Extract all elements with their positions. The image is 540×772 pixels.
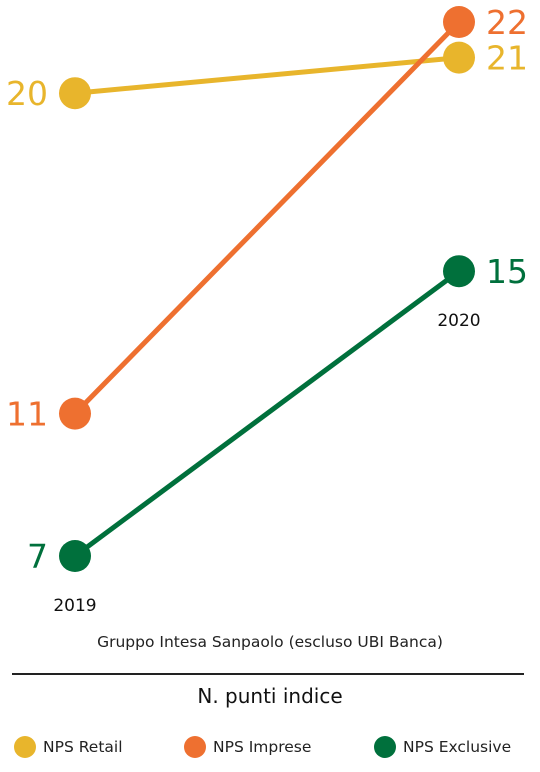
value-label-nps-exclusive-2020: 15 bbox=[486, 252, 528, 291]
value-label-nps-exclusive-2019: 7 bbox=[27, 537, 48, 576]
point-nps-exclusive-2020 bbox=[443, 255, 475, 288]
unit-label: N. punti indice bbox=[197, 684, 343, 708]
series-lines bbox=[72, 19, 462, 559]
legend-item-retail: NPS Retail bbox=[14, 736, 123, 758]
legend-label-exclusive: NPS Exclusive bbox=[403, 738, 512, 756]
legend-label-retail: NPS Retail bbox=[43, 738, 123, 756]
legend-swatch-exclusive bbox=[374, 736, 396, 758]
value-labels: 20 21 11 22 7 15 bbox=[6, 3, 528, 576]
value-label-nps-retail-2020: 21 bbox=[486, 39, 528, 78]
value-label-nps-retail-2019: 20 bbox=[6, 74, 48, 113]
x-tick-label-2020: 2020 bbox=[437, 311, 480, 331]
point-nps-retail-2020 bbox=[443, 41, 475, 74]
point-nps-exclusive-2019 bbox=[59, 540, 91, 572]
legend-swatch-retail bbox=[14, 736, 36, 758]
line-nps-imprese bbox=[72, 19, 462, 417]
legend-item-exclusive: NPS Exclusive bbox=[374, 736, 511, 758]
value-label-nps-imprese-2019: 11 bbox=[6, 395, 48, 434]
x-tick-labels: 2019 2020 bbox=[53, 311, 480, 616]
divider-line bbox=[12, 673, 524, 675]
legend: NPS Retail NPS Imprese NPS Exclusive bbox=[0, 736, 540, 760]
x-tick-label-2019: 2019 bbox=[53, 596, 96, 616]
value-label-nps-imprese-2020: 22 bbox=[486, 3, 528, 42]
chart-subtitle: Gruppo Intesa Sanpaolo (escluso UBI Banc… bbox=[97, 633, 443, 651]
line-nps-exclusive bbox=[72, 268, 462, 559]
point-nps-retail-2019 bbox=[59, 77, 91, 110]
point-nps-imprese-2019 bbox=[59, 397, 91, 430]
legend-label-imprese: NPS Imprese bbox=[213, 738, 312, 756]
line-nps-retail bbox=[72, 55, 462, 96]
series-points bbox=[59, 6, 475, 572]
legend-swatch-imprese bbox=[184, 736, 206, 758]
slope-chart: 20 21 11 22 7 15 2019 2020 bbox=[6, 3, 528, 616]
legend-item-imprese: NPS Imprese bbox=[184, 736, 311, 758]
point-nps-imprese-2020 bbox=[443, 6, 475, 38]
